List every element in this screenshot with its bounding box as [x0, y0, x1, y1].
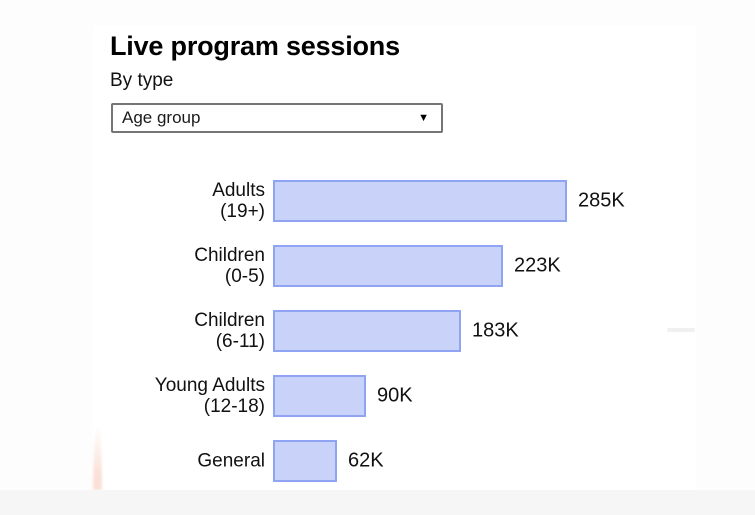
bar-chart: Adults (19+) 285K Children (0-5) 223K Children…: [93, 180, 696, 490]
chart-row: Adults (19+) 285K: [93, 180, 696, 222]
value-label: 223K: [514, 254, 561, 277]
value-label: 183K: [472, 319, 519, 342]
bar[interactable]: [273, 180, 567, 222]
chart-subtitle: By type: [110, 70, 174, 91]
horizontal-scrollbar-thumb[interactable]: [667, 328, 695, 332]
chart-title: Live program sessions: [110, 31, 400, 61]
report-card: Live program sessions By type Age group …: [93, 25, 696, 490]
page-edge-artifact: [93, 424, 102, 490]
value-label: 90K: [377, 384, 413, 407]
value-label: 285K: [578, 189, 625, 212]
value-label: 62K: [348, 449, 384, 472]
bar[interactable]: [273, 245, 503, 287]
age-group-dropdown[interactable]: Age group ▼: [111, 103, 443, 133]
bottom-band: [0, 490, 755, 515]
chart-row: General 62K: [93, 440, 696, 482]
category-label: Children (0-5): [194, 245, 265, 287]
category-label: Adults (19+): [212, 180, 265, 222]
chart-row: Children (0-5) 223K: [93, 245, 696, 287]
bar[interactable]: [273, 375, 366, 417]
chart-row: Children (6-11) 183K: [93, 310, 696, 352]
category-label: Children (6-11): [194, 310, 265, 352]
chevron-down-icon: ▼: [418, 111, 429, 124]
bar[interactable]: [273, 310, 461, 352]
dropdown-selected-value: Age group: [122, 108, 201, 127]
category-label: General: [197, 450, 265, 472]
chart-row: Young Adults (12-18) 90K: [93, 375, 696, 417]
bar[interactable]: [273, 440, 337, 482]
category-label: Young Adults (12-18): [154, 375, 265, 417]
